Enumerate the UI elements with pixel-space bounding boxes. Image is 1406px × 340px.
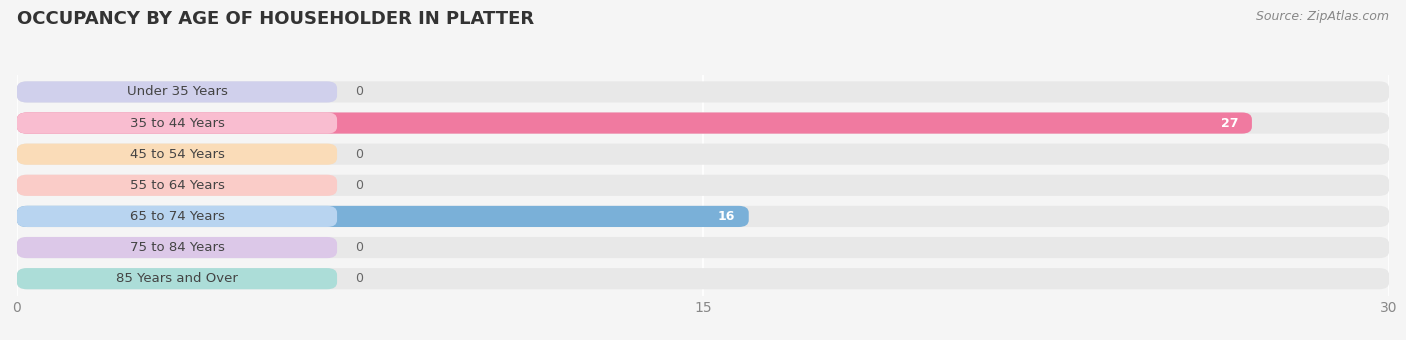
FancyBboxPatch shape (17, 237, 337, 258)
FancyBboxPatch shape (17, 113, 1389, 134)
Text: Source: ZipAtlas.com: Source: ZipAtlas.com (1256, 10, 1389, 23)
FancyBboxPatch shape (17, 206, 749, 227)
Text: 0: 0 (356, 179, 363, 192)
FancyBboxPatch shape (17, 268, 337, 289)
FancyBboxPatch shape (17, 268, 1389, 289)
Text: 27: 27 (1220, 117, 1239, 130)
FancyBboxPatch shape (17, 175, 1389, 196)
Text: 0: 0 (356, 272, 363, 285)
Text: 0: 0 (356, 85, 363, 98)
Text: 45 to 54 Years: 45 to 54 Years (129, 148, 225, 161)
FancyBboxPatch shape (17, 113, 337, 134)
Text: 35 to 44 Years: 35 to 44 Years (129, 117, 225, 130)
FancyBboxPatch shape (17, 143, 1389, 165)
FancyBboxPatch shape (17, 175, 337, 196)
FancyBboxPatch shape (17, 237, 1389, 258)
Text: Under 35 Years: Under 35 Years (127, 85, 228, 98)
Text: 65 to 74 Years: 65 to 74 Years (129, 210, 225, 223)
Text: 0: 0 (356, 241, 363, 254)
FancyBboxPatch shape (17, 143, 337, 165)
Text: 75 to 84 Years: 75 to 84 Years (129, 241, 225, 254)
Text: 0: 0 (356, 148, 363, 161)
Text: 55 to 64 Years: 55 to 64 Years (129, 179, 225, 192)
FancyBboxPatch shape (17, 81, 337, 102)
FancyBboxPatch shape (17, 206, 1389, 227)
FancyBboxPatch shape (17, 206, 337, 227)
FancyBboxPatch shape (17, 113, 1251, 134)
FancyBboxPatch shape (17, 81, 1389, 102)
Text: OCCUPANCY BY AGE OF HOUSEHOLDER IN PLATTER: OCCUPANCY BY AGE OF HOUSEHOLDER IN PLATT… (17, 10, 534, 28)
Text: 16: 16 (717, 210, 735, 223)
Text: 85 Years and Over: 85 Years and Over (117, 272, 238, 285)
